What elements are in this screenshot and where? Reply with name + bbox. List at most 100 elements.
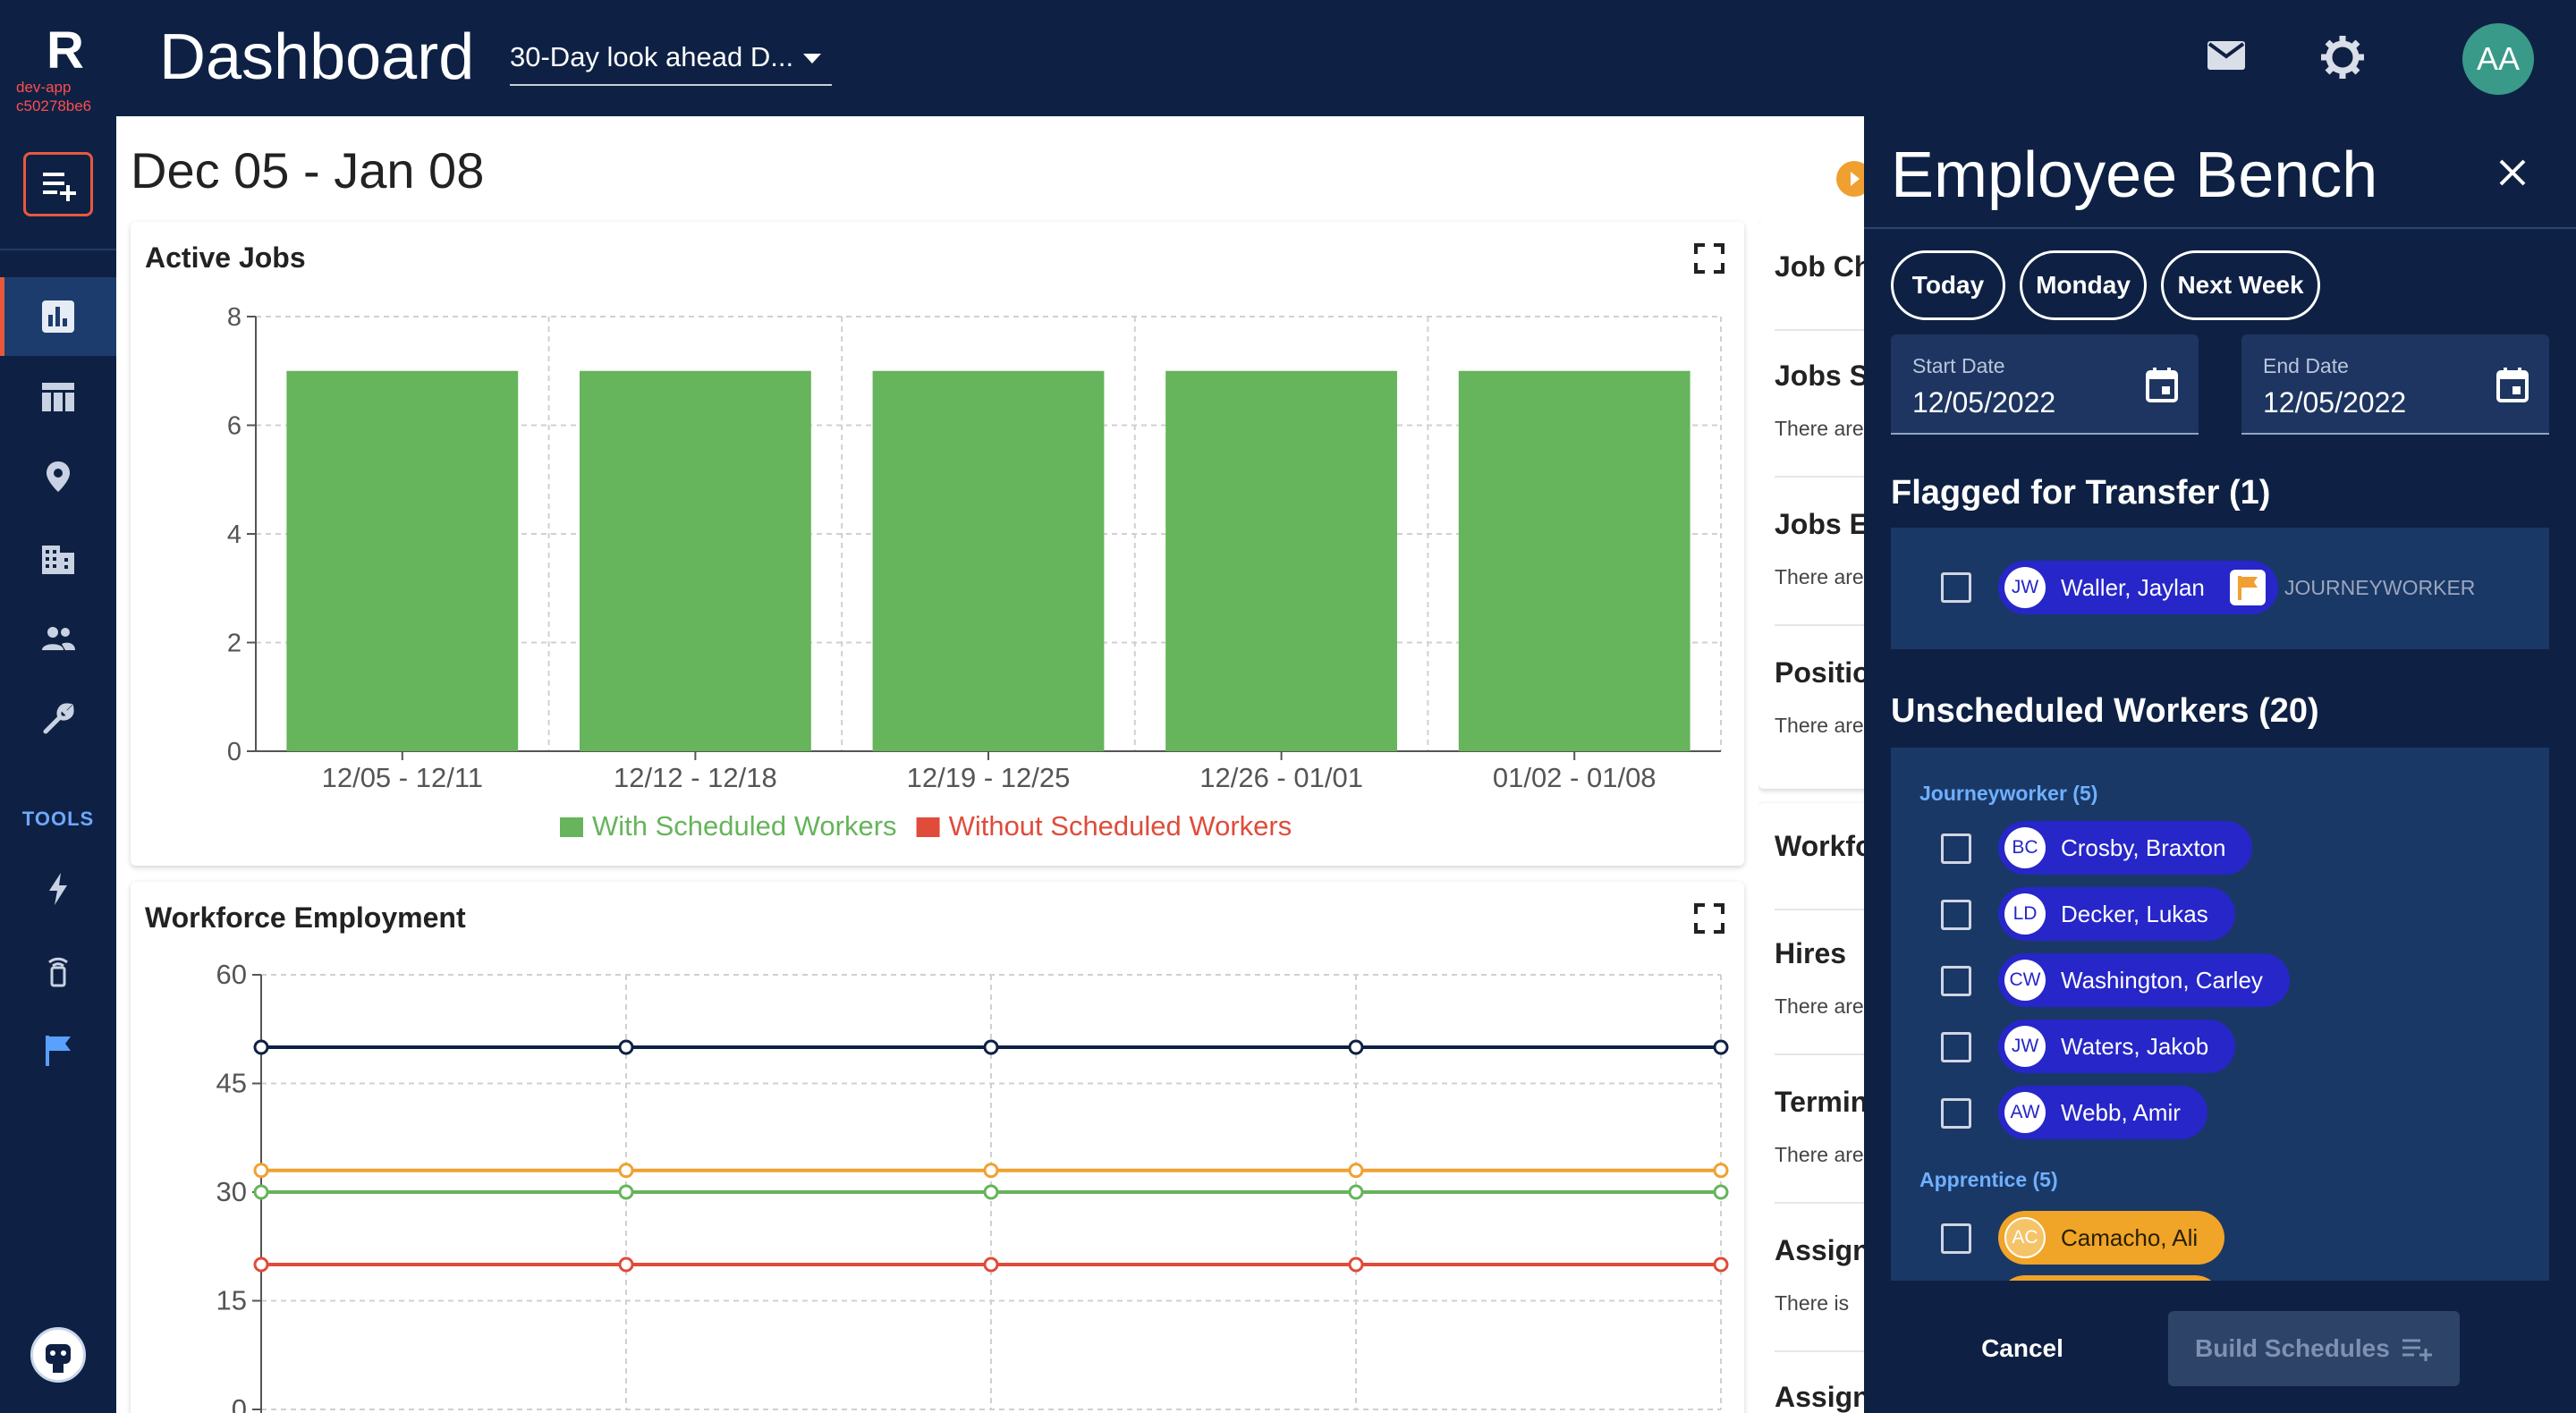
wrench-icon (43, 703, 74, 734)
start-date-field[interactable]: Start Date 12/05/2022 (1891, 334, 2199, 435)
flagged-for-transfer-title: Flagged for Transfer (1) (1891, 474, 2271, 512)
worker-checkbox[interactable] (1941, 1098, 1971, 1129)
nav-item-buildings[interactable] (0, 519, 116, 597)
tools-label: TOOLS (21, 808, 95, 830)
view-select[interactable]: 30-Day look ahead D... (510, 36, 832, 86)
cancel-button[interactable]: Cancel (1981, 1334, 2063, 1362)
close-icon[interactable] (2497, 157, 2528, 188)
right-column: Job Ch Jobs S There are Jobs E There are… (1758, 222, 1866, 1413)
x-tick-label: 12/26 - 01/01 (1199, 762, 1363, 793)
lightning-icon (49, 873, 67, 905)
start-date-label: Start Date (1912, 354, 2005, 377)
active-jobs-chart: 0 2 4 6 8 12/05 - 12/11 12/12 - 12/18 12/19 - 1… (227, 303, 1722, 842)
worker-chip[interactable]: AW Webb, Amir (1998, 1086, 2207, 1139)
user-avatar[interactable]: AA (2462, 23, 2534, 95)
bench-footer: Cancel Build Schedules (1864, 1281, 2576, 1413)
divider (1775, 1350, 1866, 1352)
worker-name: Crosby, Braxton (2061, 834, 2226, 861)
nav-item-table[interactable] (0, 358, 116, 436)
data-point (618, 1039, 634, 1055)
fullscreen-icon[interactable] (1694, 903, 1724, 934)
worker-checkbox[interactable] (1941, 833, 1971, 864)
data-point (618, 1163, 634, 1179)
group-label: Apprentice (5) (1919, 1168, 2058, 1191)
worker-chip[interactable]: CW Washington, Carley (1998, 953, 2290, 1007)
y-tick-label: 15 (216, 1285, 247, 1316)
y-tick-label: 8 (227, 303, 242, 332)
mail-icon[interactable] (2206, 34, 2247, 80)
data-point (253, 1163, 269, 1179)
nav-item-lightning[interactable] (0, 850, 116, 928)
divider (1775, 329, 1866, 331)
workforce-employment-card: Workforce Employment 0 15 30 45 60 (131, 882, 1744, 1413)
nav-item-dashboard[interactable] (0, 277, 116, 356)
data-point (1713, 1163, 1729, 1179)
assistant-avatar[interactable] (30, 1327, 86, 1383)
worker-name: Washington, Carley (2061, 967, 2263, 994)
y-tick-label: 0 (232, 1393, 247, 1413)
end-date-field[interactable]: End Date 12/05/2022 (2241, 334, 2549, 435)
hires-text: There are (1775, 994, 1864, 1018)
flagged-list: JW Waller, Jaylan JOURNEYWORKER (1891, 528, 2549, 649)
side-nav: TOOLS (0, 116, 116, 1413)
playlist-add-icon (43, 173, 76, 201)
worker-chip[interactable]: LD Decker, Lukas (1998, 887, 2235, 941)
worker-checkbox[interactable] (1941, 966, 1971, 996)
nav-item-flags[interactable] (0, 1011, 116, 1089)
data-point (253, 1184, 269, 1200)
building-icon (42, 546, 74, 574)
divider (1775, 476, 1866, 478)
legend-swatch (916, 817, 940, 837)
start-date-value: 12/05/2022 (1912, 386, 2056, 419)
worker-checkbox[interactable] (1941, 900, 1971, 930)
worker-chip[interactable]: JW Waller, Jaylan (1998, 561, 2278, 614)
beacon-icon (48, 957, 68, 987)
workforce-changes-card: Workfo Hires There are Termin There are … (1758, 803, 1866, 1413)
data-point (1348, 1184, 1364, 1200)
calendar-icon[interactable] (2496, 367, 2529, 402)
worker-chip[interactable]: AC Camacho, Ali (1998, 1211, 2225, 1265)
worker-initials: BC (2004, 827, 2046, 868)
y-tick-label: 0 (227, 738, 242, 766)
range-today-button[interactable]: Today (1891, 250, 2005, 320)
worker-checkbox[interactable] (1941, 1223, 1971, 1254)
range-monday-button[interactable]: Monday (2020, 250, 2147, 320)
build-schedules-label: Build Schedules (2195, 1334, 2390, 1362)
fullscreen-icon[interactable] (1694, 243, 1724, 274)
job-changes-card: Job Ch Jobs S There are Jobs E There are… (1758, 222, 1866, 789)
build-schedules-button[interactable]: Build Schedules (2168, 1311, 2460, 1386)
worker-initials: AW (2004, 1092, 2046, 1133)
data-point (1713, 1256, 1729, 1273)
nav-item-locations[interactable] (0, 438, 116, 517)
app-logo[interactable]: R dev-app c50278be6 (16, 21, 114, 115)
range-next-week-button[interactable]: Next Week (2161, 250, 2320, 320)
play-arrow-icon (1851, 172, 1860, 186)
nav-item-beacon[interactable] (0, 930, 116, 1009)
worker-checkbox[interactable] (1941, 572, 1971, 603)
calendar-icon[interactable] (2145, 367, 2179, 402)
worker-checkbox[interactable] (1941, 1032, 1971, 1062)
data-point (618, 1184, 634, 1200)
bar (1458, 370, 1690, 751)
worker-name: Webb, Amir (2061, 1099, 2181, 1126)
worker-chip[interactable]: BC Crosby, Braxton (1998, 821, 2253, 875)
data-point (983, 1163, 999, 1179)
table-icon (42, 383, 74, 411)
logo-letter: R (47, 21, 84, 80)
bar (872, 370, 1105, 751)
data-point (983, 1184, 999, 1200)
data-point (253, 1039, 269, 1055)
bar (286, 370, 519, 751)
settings-gear-icon[interactable] (2319, 34, 2366, 80)
nav-item-tools-wrench[interactable] (0, 680, 116, 758)
divider (1775, 1202, 1866, 1204)
divider (1775, 909, 1866, 910)
y-tick-label: 30 (216, 1176, 247, 1207)
worker-chip[interactable]: JW Waters, Jakob (1998, 1020, 2236, 1073)
active-jobs-card: Active Jobs 0 2 4 6 8 12/05 - 12/11 12/12 - 12… (131, 222, 1744, 866)
robot-icon (46, 1344, 71, 1373)
add-playlist-button[interactable] (23, 152, 93, 216)
nav-item-people[interactable] (0, 599, 116, 678)
unscheduled-workers-title: Unscheduled Workers (20) (1891, 692, 2319, 730)
worker-initials: JW (2004, 1026, 2046, 1067)
